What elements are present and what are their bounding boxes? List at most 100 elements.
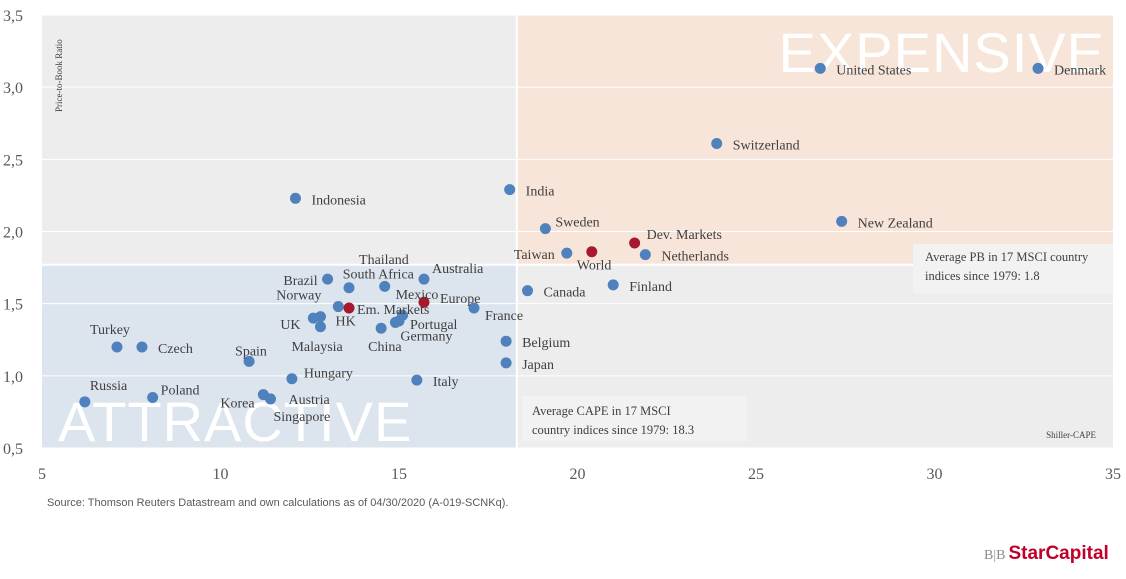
point-malaysia: [314, 321, 326, 333]
label-taiwan: Taiwan: [514, 248, 555, 263]
label-italy: Italy: [433, 375, 459, 390]
label-poland: Poland: [161, 383, 200, 398]
y-tick-label: 3,0: [3, 80, 23, 97]
x-axis-title: Shiller-CAPE: [1046, 430, 1096, 440]
label-dev-markets: Dev. Markets: [647, 228, 722, 243]
point-australia: [418, 273, 430, 285]
label-japan: Japan: [522, 358, 554, 373]
label-em-markets: Em. Markets: [357, 303, 429, 318]
label-denmark: Denmark: [1054, 63, 1106, 78]
point-dev-markets: [629, 237, 641, 249]
point-finland: [607, 279, 619, 291]
point-em-markets: [343, 302, 355, 314]
point-poland: [147, 391, 159, 403]
scatter-chart: EXPENSIVE ATTRACTIVE Average CAPE in 17 …: [3, 8, 1121, 483]
x-tick-label: 30: [927, 466, 943, 483]
y-tick-label: 2,0: [3, 225, 23, 242]
data-points: [79, 62, 1044, 408]
y-tick-label: 3,5: [3, 8, 23, 25]
avg-cape-annotation-box: [522, 396, 747, 441]
label-netherlands: Netherlands: [661, 250, 729, 265]
label-malaysia: Malaysia: [291, 340, 343, 355]
label-mexico: Mexico: [396, 288, 439, 303]
x-tick-label: 20: [570, 466, 586, 483]
label-france: France: [485, 309, 523, 324]
point-europe: [418, 296, 430, 308]
attractive-quadrant: [42, 264, 517, 448]
point-denmark: [1032, 62, 1044, 74]
label-indonesia: Indonesia: [311, 193, 366, 208]
avg-pb-annotation-box: [913, 244, 1113, 293]
source-note: Source: Thomson Reuters Datastream and o…: [47, 497, 509, 509]
point-sweden: [539, 223, 551, 235]
point-russia: [79, 396, 91, 408]
label-russia: Russia: [90, 379, 128, 394]
point-austria: [264, 393, 276, 405]
axis-ticks: 5 10 15 20 25 30 35 0,5 1,0 1,5 2,0 2,5 3,0 3,5: [3, 8, 1121, 483]
label-portugal: Portugal: [410, 318, 458, 333]
label-germany: Germany: [400, 329, 452, 344]
label-europe: Europe: [440, 292, 480, 307]
label-china: China: [368, 340, 402, 355]
label-canada: Canada: [544, 286, 587, 301]
x-tick-label: 25: [748, 466, 764, 483]
point-hk: [314, 311, 326, 323]
point-china: [375, 322, 387, 334]
label-world: World: [577, 259, 612, 274]
point-canada: [522, 285, 534, 297]
x-tick-label: 5: [38, 466, 46, 483]
label-hk: HK: [335, 315, 355, 330]
point-brazil: [322, 273, 334, 285]
logo-name: StarCapital: [1008, 543, 1109, 564]
label-uk: UK: [280, 318, 300, 333]
label-new-zealand: New Zealand: [858, 216, 933, 231]
x-tick-label: 15: [391, 466, 407, 483]
y-tick-label: 2,5: [3, 152, 23, 169]
y-axis-title: Price-to-Book Ratio: [54, 39, 64, 112]
point-thailand: [343, 282, 355, 294]
point-indonesia: [289, 192, 301, 204]
point-spain: [243, 355, 255, 367]
label-singapore: Singapore: [273, 410, 330, 425]
point-south-africa: [379, 280, 391, 292]
point-turkey: [111, 341, 123, 353]
point-united-states: [814, 62, 826, 74]
avg-pb-annotation-line2: indices since 1979: 1.8: [925, 269, 1040, 283]
label-korea: Korea: [220, 397, 255, 412]
point-switzerland: [711, 137, 723, 149]
point-netherlands: [639, 249, 651, 261]
y-tick-label: 0,5: [3, 441, 23, 458]
label-turkey: Turkey: [90, 323, 130, 338]
avg-pb-annotation-line1: Average PB in 17 MSCI country: [925, 250, 1089, 264]
label-switzerland: Switzerland: [733, 138, 800, 153]
expensive-quadrant: [516, 15, 1113, 265]
point-japan: [500, 357, 512, 369]
point-france: [468, 302, 480, 314]
label-czech: Czech: [158, 342, 193, 357]
point-world: [586, 246, 598, 258]
attractive-label: ATTRACTIVE: [58, 390, 412, 453]
label-thailand: Thailand: [359, 253, 409, 268]
label-hungary: Hungary: [304, 367, 353, 382]
avg-cape-annotation-line1: Average CAPE in 17 MSCI: [532, 404, 671, 418]
point-india: [504, 184, 516, 196]
point-italy: [411, 374, 423, 386]
point-new-zealand: [836, 215, 848, 227]
y-tick-label: 1,5: [3, 297, 23, 314]
label-india: India: [526, 185, 556, 200]
expensive-label: EXPENSIVE: [779, 21, 1105, 84]
label-south-africa: South Africa: [343, 267, 415, 282]
starcapital-logo: B|B StarCapital: [984, 543, 1109, 565]
label-australia: Australia: [432, 262, 484, 277]
label-belgium: Belgium: [522, 336, 570, 351]
label-austria: Austria: [288, 393, 330, 408]
point-czech: [136, 341, 148, 353]
label-brazil: Brazil: [283, 274, 317, 289]
gridlines: [42, 14, 1113, 449]
label-united-states: United States: [836, 63, 911, 78]
label-norway: Norway: [276, 289, 321, 304]
label-finland: Finland: [629, 280, 672, 295]
point-taiwan: [561, 247, 573, 259]
x-tick-label: 10: [213, 466, 229, 483]
point-germany: [389, 316, 401, 328]
